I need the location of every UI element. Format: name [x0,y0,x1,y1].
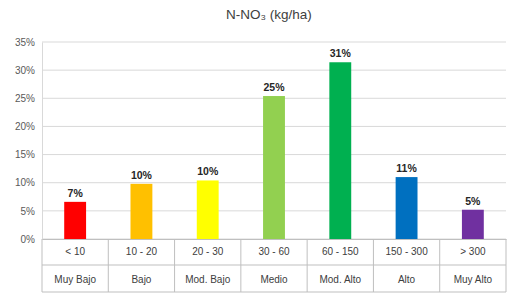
bar [396,177,418,239]
data-label: 10% [131,169,153,181]
y-tick-label: 25% [15,93,35,104]
table-line [42,292,506,293]
x-tick-label: < 10 [65,246,85,257]
y-tick-label: 5% [21,206,36,217]
bar [130,184,152,239]
chart-container: N-NO₃ (kg/ha) 0% 5% 10% 15% 20% 25% 30% 35% 7% 10%… [0,0,512,294]
data-label: 31% [330,47,352,59]
x-tick: 10 - 20 [126,239,158,257]
y-tick-label: 15% [15,149,35,160]
x-tick-label: Mod. Bajo [185,274,230,285]
x-tick-label: 10 - 20 [126,246,158,257]
data-label: 5% [465,195,481,207]
x-tick: < 10 [65,239,85,257]
x-tick: 30 - 60 [258,239,290,257]
y-tick-label: 10% [15,177,35,188]
bar [263,96,285,239]
x-tick: 60 - 150 [322,239,359,257]
y-tick: 30% [15,65,42,76]
data-labels: 7% 10% 10% 25% 31% 11% 5% [68,47,482,206]
y-tick-label: 35% [15,37,35,48]
x-tick-label: 30 - 60 [258,246,290,257]
bar [197,180,219,239]
x-axis-line [43,239,507,240]
data-label: 10% [197,165,219,177]
y-tick: 35% [15,37,42,48]
bar [462,210,484,239]
data-label: 25% [263,81,285,93]
y-tick: 20% [15,121,42,132]
category-table [42,239,506,292]
grid-line [42,42,506,43]
chart: N-NO₃ (kg/ha) 0% 5% 10% 15% 20% 25% 30% 35% 7% 10%… [0,0,512,294]
x-tick-label: Muy Bajo [54,274,96,285]
y-tick-label: 0% [21,234,36,245]
x-tick-label: 60 - 150 [322,246,359,257]
y-tick-label: 20% [15,121,35,132]
table-line [42,265,506,266]
y-tick: 0% [21,234,42,245]
grid-line [42,70,506,71]
y-tick: 10% [15,177,42,188]
bar [64,202,86,239]
x-tick-label: Medio [260,274,288,285]
x-tick-label: Alto [398,274,416,285]
x-tick-label: Mod. Alto [319,274,361,285]
y-axis-line [42,43,43,240]
bars [64,62,484,239]
y-tick: 5% [21,206,42,217]
x-tick: 150 - 300 [385,239,428,257]
x-tick-label: Muy Alto [454,274,493,285]
y-tick: 15% [15,149,42,160]
x-tick: 20 - 30 [192,239,224,257]
x-axis: < 10 10 - 20 20 - 30 30 - 60 60 - 150 150 - 3… [43,239,507,257]
x-tick-label: > 300 [460,246,486,257]
bar [329,62,351,239]
y-axis: 0% 5% 10% 15% 20% 25% 30% 35% [15,37,43,245]
x-axis-row2: Muy Bajo Bajo Mod. Bajo Medio Mod. Alto Alto M… [54,274,492,285]
x-tick-label: 150 - 300 [385,246,428,257]
chart-title: N-NO₃ (kg/ha) [226,7,312,22]
x-tick-label: 20 - 30 [192,246,224,257]
grid [42,42,506,239]
data-label: 7% [68,187,84,199]
x-tick: > 300 [460,239,486,257]
data-label: 11% [396,162,417,174]
x-tick-label: Bajo [131,274,151,285]
y-tick: 25% [15,93,42,104]
y-tick-label: 30% [15,65,35,76]
